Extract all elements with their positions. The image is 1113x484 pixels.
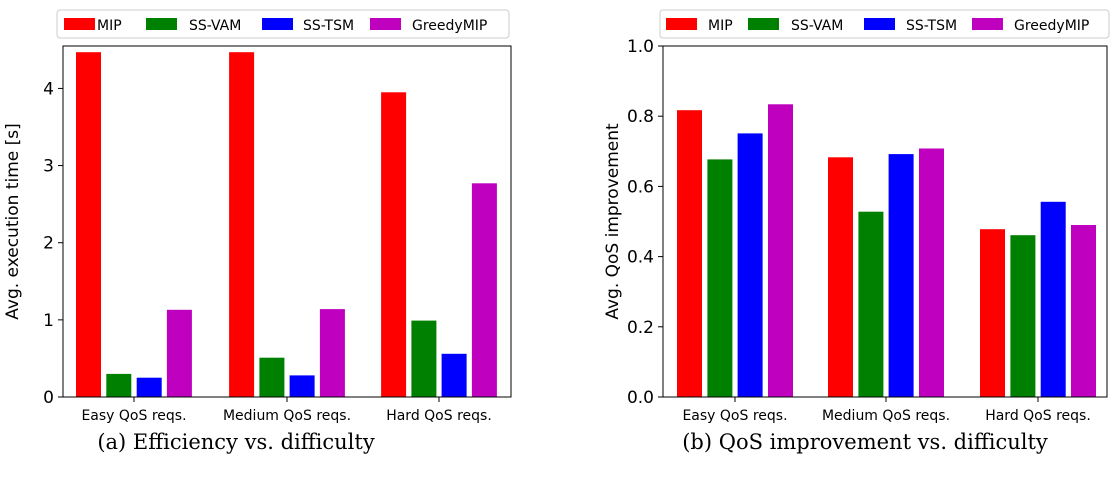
y-tick-label: 1.0: [627, 37, 654, 57]
bar-ss-vam-1: [259, 357, 285, 397]
x-tick-label: Medium QoS reqs.: [223, 408, 351, 424]
bar-ss-vam-2: [1010, 235, 1036, 397]
caption-a: (a) Efficiency vs. difficulty: [97, 430, 375, 454]
bar-mip-2: [980, 229, 1005, 397]
bar-ss-vam-2: [411, 320, 437, 397]
legend-label: MIP: [97, 18, 122, 34]
x-tick-label: Hard QoS reqs.: [386, 408, 492, 424]
y-tick-label: 0.0: [627, 388, 654, 408]
y-tick-label: 3: [43, 157, 54, 177]
bar-mip-1: [828, 157, 853, 397]
y-tick-label: 1: [43, 311, 54, 331]
legend-label: SS-VAM: [189, 18, 241, 34]
bar-ss-tsm-0: [136, 377, 162, 397]
x-tick-label: Easy QoS reqs.: [682, 408, 787, 424]
legend-label: GreedyMIP: [412, 18, 487, 34]
bar-greedymip-2: [1071, 225, 1096, 397]
y-tick-label: 4: [43, 79, 54, 99]
bar-greedymip-0: [166, 309, 192, 397]
bar-greedymip-0: [768, 104, 793, 398]
chart-0: 0 1 2 3 4 Easy QoS reqs. Medium QoS reqs. Hard …: [3, 9, 512, 424]
x-tick-label: Medium QoS reqs.: [822, 408, 950, 424]
y-axis-label: Avg. QoS improvement: [603, 123, 623, 320]
legend: MIP SS-VAM SS-TSM GreedyMIP: [659, 9, 1110, 39]
legend-label: MIP: [708, 18, 733, 34]
bar-mip-0: [76, 52, 101, 397]
x-tick-label: Hard QoS reqs.: [985, 408, 1091, 424]
y-tick-label: 0.8: [627, 107, 654, 127]
legend-label: GreedyMIP: [1014, 18, 1089, 34]
y-tick-label: 0: [43, 388, 54, 408]
bar-greedymip-1: [319, 309, 345, 397]
legend: MIP SS-VAM SS-TSM GreedyMIP: [56, 9, 510, 39]
bar-ss-tsm-0: [737, 133, 763, 397]
bar-mip-0: [677, 110, 702, 397]
legend-swatch-mip: [666, 18, 697, 30]
bar-mip-1: [229, 52, 255, 397]
legend-swatch-mip: [64, 18, 95, 30]
y-axis-label: Avg. execution time [s]: [3, 123, 23, 319]
bar-ss-vam-0: [106, 373, 132, 397]
legend-label: SS-VAM: [791, 18, 843, 34]
axes-frame: [62, 45, 512, 398]
bar-ss-tsm-1: [289, 375, 315, 397]
legend-swatch-ss-tsm: [262, 18, 293, 30]
bar-ss-tsm-2: [441, 353, 467, 397]
y-tick-label: 0.2: [627, 318, 654, 338]
y-tick-label: 0.4: [627, 248, 654, 268]
legend-swatch-greedymip: [370, 18, 401, 30]
bar-ss-tsm-1: [888, 154, 914, 397]
bar-ss-vam-1: [858, 211, 884, 397]
bar-greedymip-1: [919, 148, 944, 397]
legend-swatch-greedymip: [972, 18, 1003, 30]
chart-1: 0.0 0.2 0.4 0.6 0.8 1.0 Easy QoS reqs. Medium Q…: [603, 9, 1110, 424]
caption-b: (b) QoS improvement vs. difficulty: [682, 430, 1048, 454]
legend-label: SS-TSM: [303, 18, 354, 34]
legend-label: SS-TSM: [906, 18, 957, 34]
legend-swatch-ss-vam: [146, 18, 177, 30]
legend-swatch-ss-vam: [748, 18, 779, 30]
bar-ss-tsm-2: [1040, 201, 1066, 397]
legend-swatch-ss-tsm: [864, 18, 895, 30]
bar-greedymip-2: [471, 183, 497, 397]
x-tick-label: Easy QoS reqs.: [81, 408, 186, 424]
bar-ss-vam-0: [707, 159, 733, 397]
axes-frame: [662, 45, 1108, 398]
y-tick-label: 2: [43, 234, 54, 254]
bar-mip-2: [381, 92, 407, 398]
y-tick-label: 0.6: [627, 177, 654, 197]
